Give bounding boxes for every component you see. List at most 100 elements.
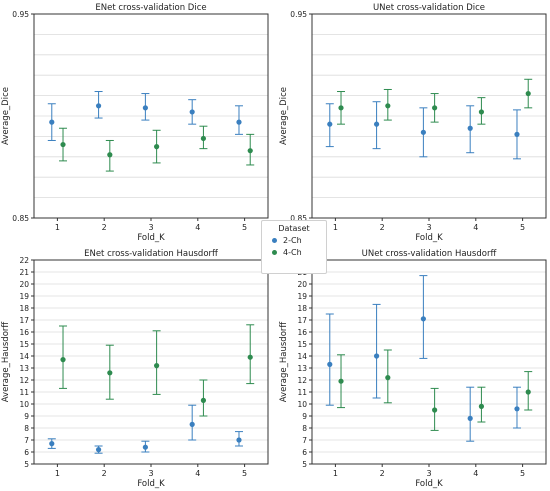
x-tick-label: 4 (195, 469, 200, 478)
y-tick-label: 14 (297, 352, 307, 361)
legend-item-2ch: 2-Ch (272, 236, 326, 245)
data-point (189, 421, 195, 427)
y-tick-label: 19 (297, 292, 307, 301)
data-point (478, 403, 485, 409)
data-point (467, 125, 473, 131)
x-tick-label: 1 (333, 469, 338, 478)
y-tick-label: 15 (19, 340, 29, 349)
data-point (525, 90, 531, 97)
x-tick-label: 1 (55, 223, 60, 232)
x-tick-label: 4 (195, 223, 200, 232)
data-point (327, 121, 333, 127)
legend-title: Dataset (278, 224, 310, 233)
y-tick-label: 15 (297, 340, 307, 349)
x-tick-label: 5 (520, 469, 525, 478)
data-point (514, 406, 520, 412)
chart-title: ENet cross-validation Dice (95, 3, 206, 13)
legend-marker-2ch (272, 238, 277, 243)
data-point (60, 357, 66, 363)
data-point (200, 135, 207, 142)
plot-frame (311, 259, 547, 465)
y-tick-label: 6 (24, 448, 29, 457)
data-point (247, 148, 253, 154)
y-tick-label: 11 (297, 388, 307, 397)
data-point (420, 129, 426, 135)
chart-title: UNet cross-validation Hausdorff (362, 249, 498, 259)
y-tick-label: 8 (302, 424, 307, 433)
chart-title: UNet cross-validation Dice (373, 3, 485, 13)
y-tick-label: 7 (24, 436, 29, 445)
data-point (432, 105, 438, 111)
y-tick-label: 13 (297, 364, 307, 373)
y-tick-label: 16 (297, 328, 307, 337)
y-tick-label: 18 (297, 304, 307, 313)
data-point (95, 447, 102, 453)
data-point (338, 105, 344, 111)
y-tick-label: 0.85 (12, 214, 29, 223)
data-point (467, 415, 473, 421)
y-axis-label: Average_Dice (1, 87, 11, 145)
x-tick-label: 5 (520, 223, 525, 232)
data-point (373, 121, 380, 127)
data-point (107, 152, 113, 158)
data-point (373, 353, 380, 359)
data-point (154, 144, 160, 150)
x-tick-label: 4 (473, 223, 478, 232)
data-point (338, 378, 344, 384)
x-tick-label: 3 (148, 469, 153, 478)
y-tick-label: 8 (24, 424, 29, 433)
data-point (327, 361, 333, 367)
chart-panel-2: UNet cross-validation Dice 1 2 3 4 5 0.85 0.95 F… (279, 3, 547, 243)
y-tick-label: 14 (19, 352, 29, 361)
data-point (154, 363, 160, 369)
y-tick-label: 7 (302, 436, 307, 445)
y-tick-label: 10 (19, 400, 29, 409)
x-tick-label: 4 (473, 469, 478, 478)
y-tick-label: 5 (24, 460, 29, 469)
legend-item-4ch: 4-Ch (272, 248, 326, 257)
data-point (189, 109, 195, 115)
x-tick-label: 1 (55, 469, 60, 478)
data-point (142, 105, 148, 111)
data-point (236, 437, 242, 443)
y-tick-label: 0.95 (290, 10, 307, 19)
y-tick-label: 21 (19, 268, 29, 277)
data-point (60, 141, 66, 148)
data-point (514, 131, 520, 137)
y-axis-label: Average_Dice (279, 87, 289, 145)
y-tick-label: 12 (19, 376, 29, 385)
y-tick-label: 16 (19, 328, 29, 337)
x-tick-label: 2 (380, 223, 385, 232)
y-tick-label: 18 (19, 304, 29, 313)
y-tick-label: 5 (302, 460, 307, 469)
x-tick-label: 2 (102, 469, 107, 478)
data-point (420, 316, 426, 322)
y-tick-label: 0.85 (290, 214, 307, 223)
x-tick-label: 3 (426, 469, 431, 478)
y-axis-label: Average_Hausdorff (1, 321, 11, 403)
x-tick-label: 2 (380, 469, 385, 478)
legend-marker-4ch (272, 250, 277, 255)
legend-label-2ch: 2-Ch (283, 236, 302, 245)
chart-panel-1: ENet cross-validation Dice 1 2 3 4 5 0.85 0.95 F… (1, 3, 269, 243)
data-point (200, 397, 207, 403)
y-tick-label: 19 (19, 292, 29, 301)
data-point (49, 119, 55, 125)
legend: Dataset 2-Ch 4-Ch (261, 220, 327, 274)
data-point (247, 354, 253, 360)
data-point (525, 389, 531, 395)
x-tick-label: 3 (148, 223, 153, 232)
data-point (107, 370, 113, 376)
y-tick-label: 12 (297, 376, 307, 385)
y-tick-label: 11 (19, 388, 29, 397)
legend-label-4ch: 4-Ch (283, 248, 302, 257)
y-tick-label: 6 (302, 448, 307, 457)
y-tick-label: 10 (297, 400, 307, 409)
y-tick-label: 22 (19, 256, 29, 265)
x-tick-label: 5 (242, 469, 247, 478)
data-point (236, 119, 242, 125)
y-tick-label: 17 (19, 316, 29, 325)
y-tick-label: 17 (297, 316, 307, 325)
